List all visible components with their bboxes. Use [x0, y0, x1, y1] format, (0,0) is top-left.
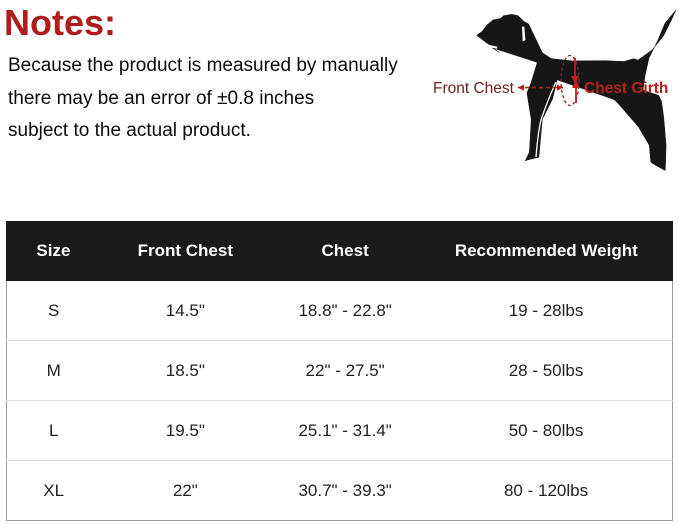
svg-text:Front Chest: Front Chest	[433, 80, 515, 97]
svg-text:Chest Girth: Chest Girth	[584, 80, 668, 97]
